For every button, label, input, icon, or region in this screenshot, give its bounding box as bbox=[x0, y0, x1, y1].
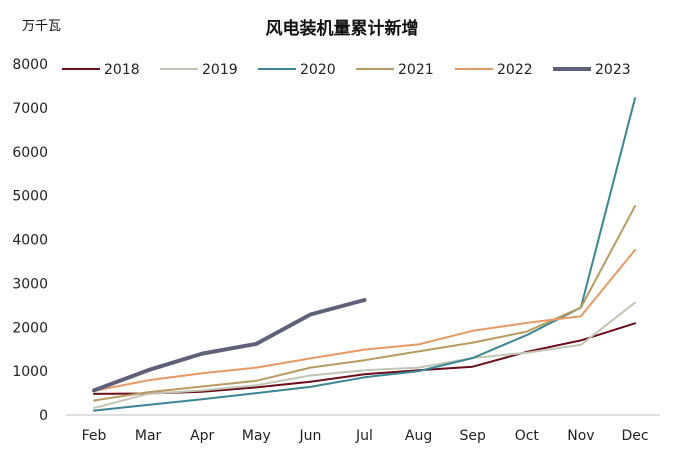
x-tick-label: Sep bbox=[460, 428, 487, 444]
x-tick-label: Mar bbox=[135, 428, 162, 444]
y-tick-label: 5000 bbox=[12, 189, 48, 205]
y-tick-label: 8000 bbox=[12, 57, 48, 73]
x-tick-label: Nov bbox=[567, 428, 594, 444]
legend-label-2019: 2019 bbox=[202, 62, 238, 78]
x-tick-label: Jun bbox=[298, 428, 321, 444]
x-tick-label: Aug bbox=[405, 428, 432, 444]
legend-label-2020: 2020 bbox=[300, 62, 336, 78]
y-tick-label: 2000 bbox=[12, 320, 48, 336]
x-tick-label: Oct bbox=[515, 428, 540, 444]
legend-label-2018: 2018 bbox=[104, 62, 140, 78]
series-line-2021 bbox=[93, 205, 636, 402]
y-axis-ticks: 0 1000 2000 3000 4000 5000 6000 7000 8000 bbox=[12, 57, 48, 424]
chart-title: 风电装机量累计新增 bbox=[266, 18, 419, 39]
y-axis-unit: 万千瓦 bbox=[22, 19, 61, 34]
y-tick-label: 7000 bbox=[12, 101, 48, 117]
legend-label-2023: 2023 bbox=[595, 62, 631, 78]
series-line-2022 bbox=[93, 249, 636, 392]
series-line-2020 bbox=[93, 97, 636, 412]
series-line-2018 bbox=[93, 322, 636, 395]
y-tick-label: 0 bbox=[39, 408, 48, 424]
series-lines bbox=[92, 97, 636, 412]
legend: 2018 2019 2020 2021 2022 2023 bbox=[62, 62, 631, 78]
y-tick-label: 1000 bbox=[12, 364, 48, 380]
x-tick-label: Jul bbox=[355, 428, 373, 444]
legend-label-2022: 2022 bbox=[497, 62, 533, 78]
x-axis-ticks: Feb Mar Apr May Jun Jul Aug Sep Oct Nov Dec bbox=[82, 428, 649, 444]
x-tick-label: Apr bbox=[190, 428, 214, 444]
legend-label-2021: 2021 bbox=[398, 62, 434, 78]
y-tick-label: 4000 bbox=[12, 233, 48, 249]
y-tick-label: 6000 bbox=[12, 145, 48, 161]
x-tick-label: Feb bbox=[82, 428, 107, 444]
x-tick-label: Dec bbox=[621, 428, 648, 444]
series-line-2023 bbox=[92, 298, 367, 393]
series-line-2019 bbox=[93, 301, 636, 409]
x-tick-label: May bbox=[242, 428, 271, 444]
y-tick-label: 3000 bbox=[12, 276, 48, 292]
